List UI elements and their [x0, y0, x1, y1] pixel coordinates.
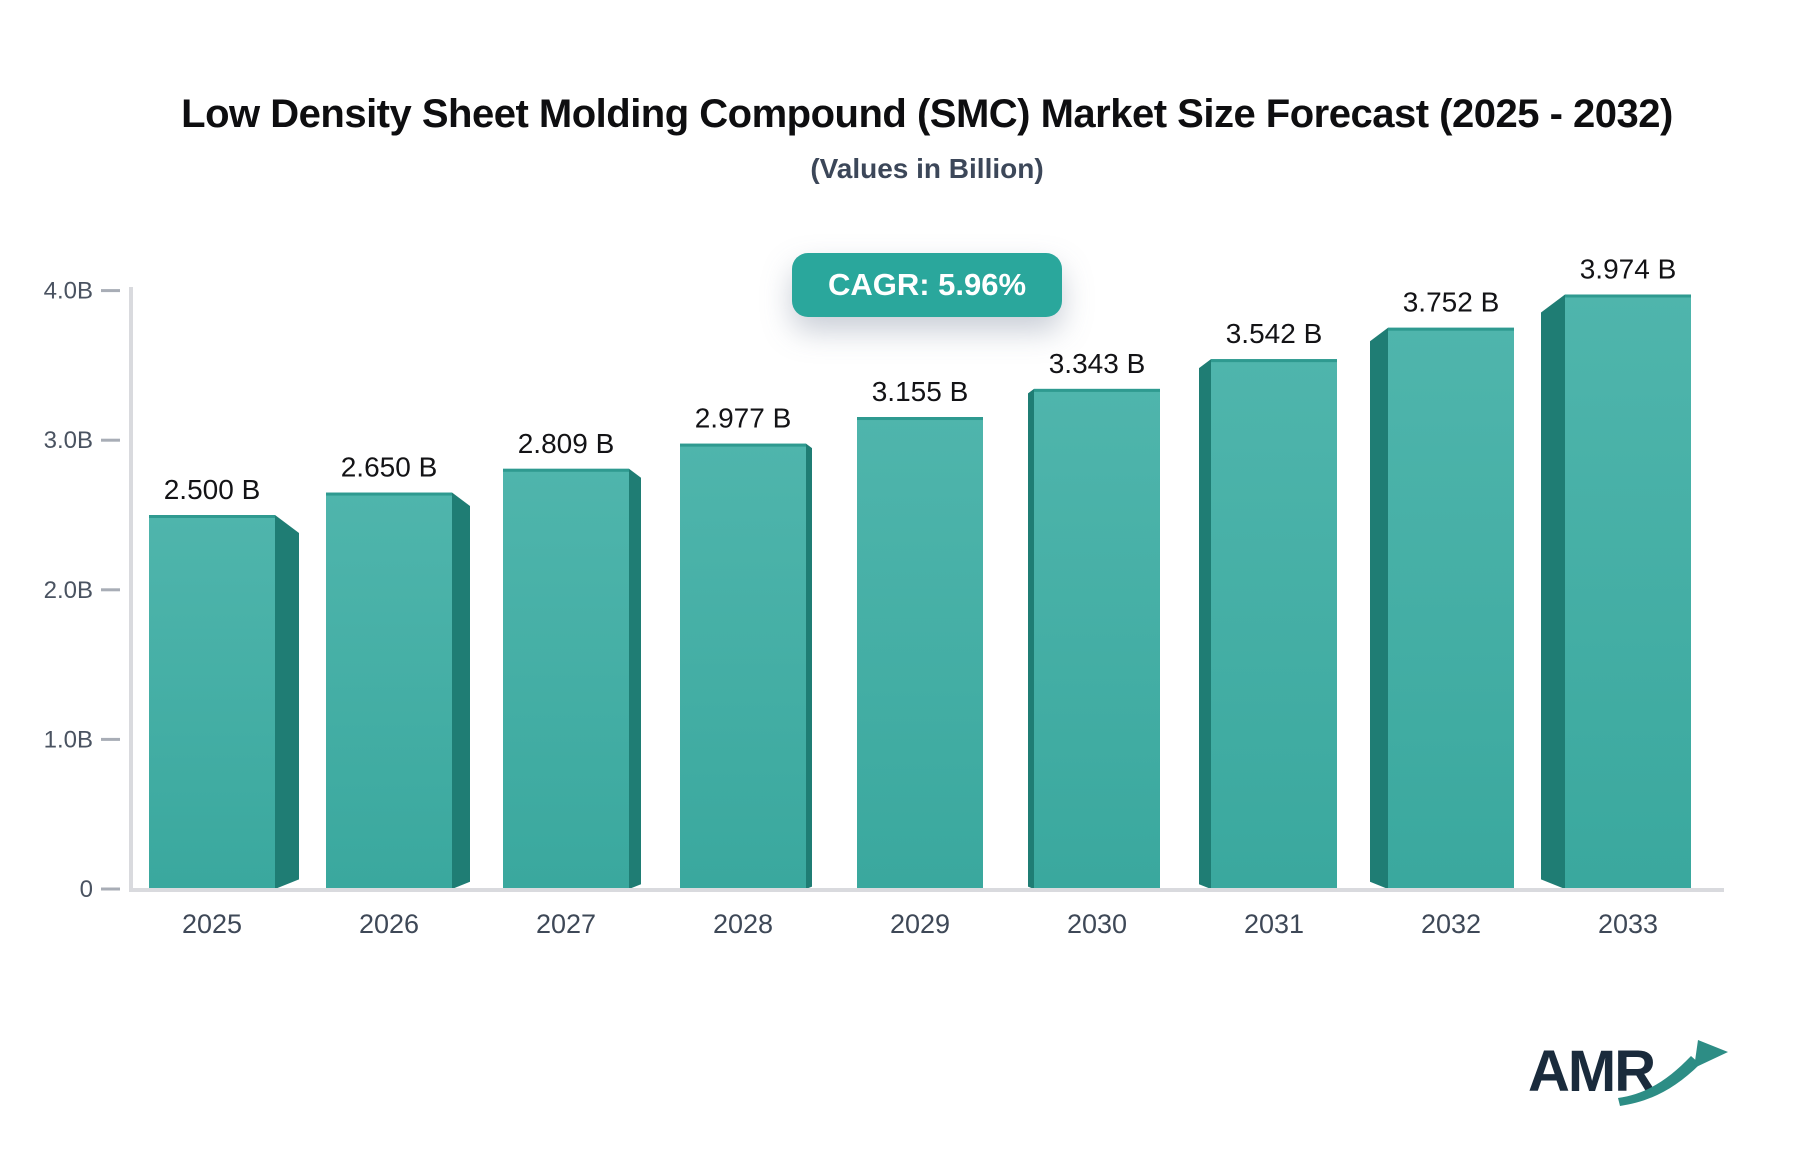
bar-face [1211, 359, 1337, 889]
bar-face [503, 468, 629, 889]
bar-side [1370, 327, 1388, 889]
y-tick-label: 3.0B [44, 427, 93, 454]
amr-logo: AMR [1528, 1030, 1728, 1120]
bar-side [1541, 294, 1565, 889]
y-tick-label: 0 [80, 876, 93, 903]
x-tick-label: 2030 [1067, 909, 1127, 939]
bar-top-edge [1565, 294, 1691, 298]
y-tick-label: 4.0B [44, 278, 93, 305]
value-label: 2.650 B [341, 452, 438, 483]
x-tick-label: 2031 [1244, 909, 1304, 939]
y-tick [101, 737, 120, 741]
bar-face [1034, 388, 1160, 889]
value-label: 2.977 B [695, 403, 792, 434]
x-tick-label: 2029 [890, 909, 950, 939]
bar-face [149, 515, 275, 889]
y-axis-line [129, 287, 133, 892]
bar-top-edge [326, 492, 452, 496]
bar-face [326, 492, 452, 889]
chart-title: Low Density Sheet Molding Compound (SMC)… [181, 92, 1673, 136]
bar-face [680, 443, 806, 889]
bar-top-edge [1211, 359, 1337, 363]
bar-face [1388, 327, 1514, 889]
bar-side [629, 468, 641, 889]
bar-top-edge [149, 515, 275, 518]
cagr-badge: CAGR: 5.96% [791, 253, 1063, 317]
value-label: 2.809 B [518, 428, 615, 459]
plot-area: 0 1.0B 2.0B 3.0B 4.0B 2.500 B 2025 2.650 B 2026 2… [44, 253, 1724, 939]
bar-side [275, 515, 299, 889]
bar-top-edge [857, 417, 983, 421]
value-label: 3.155 B [872, 376, 969, 407]
bar-top-edge [680, 443, 806, 447]
value-label: 3.752 B [1403, 287, 1500, 318]
amr-logo-text: AMR [1528, 1039, 1656, 1104]
bar-side [1028, 388, 1034, 889]
value-label: 3.974 B [1580, 253, 1677, 284]
bar-side [806, 443, 812, 889]
bar-top-edge [1388, 327, 1514, 331]
x-tick-label: 2028 [713, 909, 773, 939]
value-label: 3.542 B [1226, 318, 1323, 349]
bar-top-edge [1034, 388, 1160, 392]
cagr-badge-row: CAGR: 5.96% [130, 253, 1724, 317]
y-tick-label: 2.0B [44, 577, 93, 604]
y-tick [101, 588, 120, 592]
x-tick-label: 2025 [182, 909, 242, 939]
bar-face [1565, 294, 1691, 889]
value-label: 2.500 B [164, 474, 261, 505]
x-tick-label: 2026 [359, 909, 419, 939]
x-tick-label: 2033 [1598, 909, 1658, 939]
x-tick-label: 2027 [536, 909, 596, 939]
bar-side [1199, 359, 1211, 889]
bar-side [452, 492, 470, 889]
x-tick-label: 2032 [1421, 909, 1481, 939]
y-tick [101, 289, 120, 293]
bar-face [857, 417, 983, 889]
bar-top-edge [503, 468, 629, 472]
value-label: 3.343 B [1049, 348, 1146, 379]
amr-logo-arrow-icon [1618, 1040, 1728, 1106]
y-tick [101, 438, 120, 442]
y-tick-label: 1.0B [44, 726, 93, 753]
x-axis-line [129, 888, 1724, 892]
y-tick [101, 887, 120, 891]
chart-header: Low Density Sheet Molding Compound (SMC)… [130, 92, 1724, 185]
chart-subtitle: (Values in Billion) [810, 153, 1044, 184]
